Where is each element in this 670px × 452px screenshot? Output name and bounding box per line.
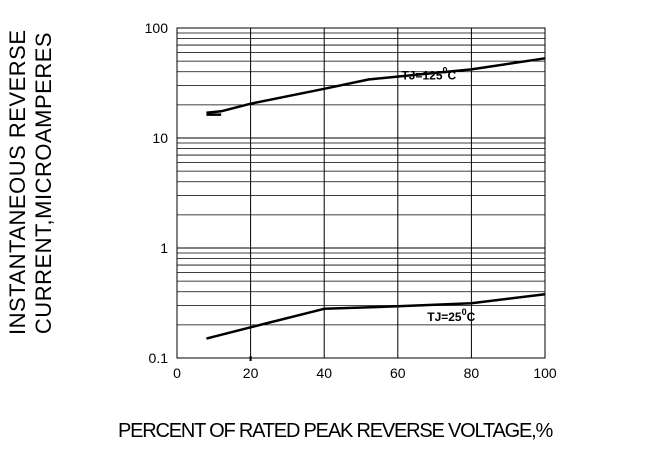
y-tick-label: 1 <box>160 240 168 256</box>
y-tick-label: 0.1 <box>149 350 169 366</box>
x-axis-label: PERCENT OF RATED PEAK REVERSE VOLTAGE,% <box>118 420 553 442</box>
x-tick-label: 100 <box>533 365 557 381</box>
series-line-tj25 <box>206 292 546 340</box>
y-tick-label: 10 <box>152 130 168 146</box>
x-tick-label: 80 <box>464 365 480 381</box>
x-tick-label: 0 <box>173 365 181 381</box>
series-line-tj125 <box>206 57 546 114</box>
series-label-tj125: TJ=1250C <box>401 65 456 82</box>
x-tick-label: 40 <box>316 365 332 381</box>
series-label-tj25: TJ=250C <box>427 307 475 324</box>
plot-frame <box>176 27 546 359</box>
x-tick-label: 20 <box>243 365 259 381</box>
y-tick-label: 100 <box>145 20 169 36</box>
x-tick-label: 60 <box>390 365 406 381</box>
